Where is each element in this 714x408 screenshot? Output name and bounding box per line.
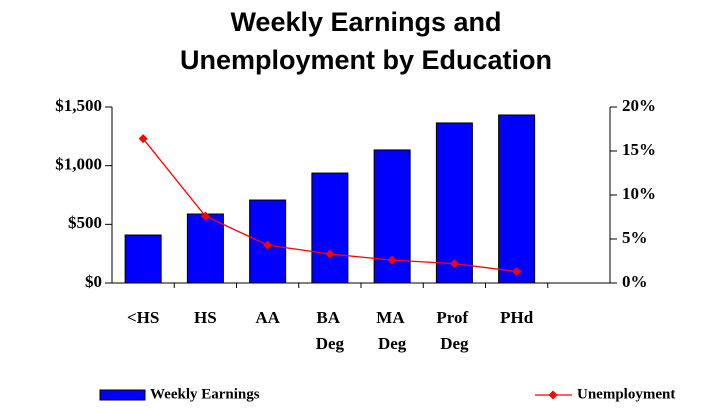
line-marker — [325, 249, 335, 259]
y2-tick-label: 15% — [622, 140, 656, 159]
y2-tick-label: 20% — [622, 96, 656, 115]
x-tick-label: HS — [194, 308, 217, 327]
legend-swatch — [99, 389, 146, 401]
y-tick-label: $1,500 — [55, 96, 102, 115]
x-tick-label: <HS — [127, 308, 159, 327]
x-tick-label: AA — [255, 308, 280, 327]
legend-swatch — [548, 390, 558, 400]
chart-title: Weekly Earnings and — [230, 7, 501, 37]
bar — [186, 213, 224, 284]
chart-title: Unemployment by Education — [180, 45, 552, 75]
bar — [498, 114, 536, 284]
x-tick-label: PHd — [500, 308, 534, 327]
legend-label: Weekly Earnings — [150, 386, 260, 402]
x-tick-label: Prof Deg — [436, 308, 472, 353]
line-marker — [200, 211, 210, 221]
bar — [124, 234, 162, 284]
line-marker — [387, 255, 397, 265]
line-marker — [449, 259, 459, 269]
x-tick-label: MA Deg — [376, 308, 408, 353]
bar — [311, 172, 349, 284]
line-marker — [512, 267, 522, 277]
y-tick-label: $500 — [68, 213, 102, 232]
x-tick-label: BA Deg — [316, 308, 345, 353]
line-marker — [263, 240, 273, 250]
y2-tick-label: 10% — [622, 184, 656, 203]
y2-tick-label: 0% — [622, 272, 648, 291]
legend-label: Unemployment — [577, 386, 675, 402]
y-tick-label: $1,000 — [55, 155, 102, 174]
line-marker — [138, 134, 148, 144]
bar — [435, 122, 473, 284]
y2-tick-label: 5% — [622, 228, 648, 247]
y-tick-label: $0 — [85, 272, 102, 291]
